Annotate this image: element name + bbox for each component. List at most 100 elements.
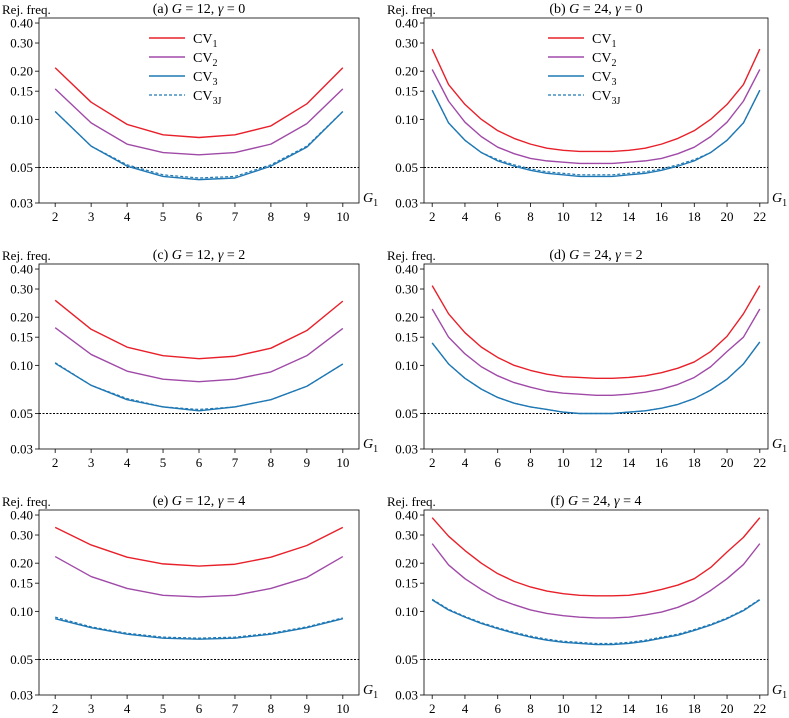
y-tick-label: 0.10 <box>395 604 418 619</box>
x-tick-label: 16 <box>655 209 669 224</box>
x-axis-label-sub: 1 <box>782 444 787 455</box>
legend-label-base: CV <box>592 70 611 85</box>
x-tick-label: 7 <box>232 209 239 224</box>
x-tick-label: 3 <box>88 209 95 224</box>
x-axis-label: G1 <box>772 683 787 701</box>
legend-label-base: CV <box>592 51 611 66</box>
title-gamma-value: = 2 <box>621 248 643 263</box>
y-tick-label: 0.10 <box>10 112 33 127</box>
y-tick-label: 0.20 <box>10 556 33 571</box>
y-tick-label: 0.10 <box>10 358 33 373</box>
title-g-symbol: G <box>569 2 579 17</box>
title-g-symbol: G <box>172 248 182 263</box>
x-axis-label-sub: 1 <box>782 198 787 209</box>
y-tick-label: 0.15 <box>10 576 33 591</box>
legend-label-sub: 1 <box>212 39 217 50</box>
title-gamma-symbol: γ <box>218 248 224 263</box>
x-tick-label: 16 <box>655 455 669 470</box>
panel-title: (c) G = 12, γ = 2 <box>153 248 246 263</box>
x-tick-label: 14 <box>622 455 636 470</box>
y-tick-label: 0.30 <box>10 282 33 297</box>
x-tick-label: 10 <box>557 701 570 716</box>
x-axis-label-base: G <box>772 683 782 698</box>
legend-label-sub: 2 <box>611 58 616 69</box>
x-tick-label: 9 <box>304 455 311 470</box>
x-tick-label: 9 <box>304 209 311 224</box>
panel-5: 0.03 0.05 0.10 0.15 0.20 0.30 0.40 2 3 4 5 6 7 8 9 10 Re… <box>2 494 378 716</box>
series-line-cv3 <box>431 599 761 646</box>
title-prefix: (b) <box>549 2 569 17</box>
y-tick-label: 0.05 <box>10 652 33 667</box>
y-tick-label: 0.30 <box>395 36 418 51</box>
title-g-value: = 12, <box>182 2 218 17</box>
x-tick-label: 6 <box>494 209 501 224</box>
y-tick-label: 0.05 <box>395 160 418 175</box>
title-g-value: = 24, <box>578 494 614 509</box>
x-tick-label: 14 <box>622 701 636 716</box>
legend-label-sub: 3J <box>212 96 221 107</box>
x-tick-label: 4 <box>124 701 131 716</box>
legend-label-cv3: CV3 <box>193 70 217 88</box>
y-tick-label: 0.10 <box>395 358 418 373</box>
panel-4: 0.03 0.05 0.10 0.15 0.20 0.30 0.40 2 4 6 8 10 12 14 16… <box>387 248 787 470</box>
y-axis-label: Rej. freq. <box>387 2 436 17</box>
y-axis-label: Rej. freq. <box>387 248 436 263</box>
x-tick-label: 3 <box>88 455 95 470</box>
legend-label-cv3j: CV3J <box>193 89 221 107</box>
title-gamma-symbol: γ <box>615 2 621 17</box>
panel-1: 0.03 0.05 0.10 0.15 0.20 0.30 0.40 2 3 4 5 6 7 8 9 10 Re… <box>2 2 378 224</box>
x-tick-label: 18 <box>688 209 701 224</box>
x-axis-label: G1 <box>772 437 787 455</box>
x-tick-label: 7 <box>232 701 239 716</box>
y-tick-label: 0.40 <box>395 262 418 277</box>
x-tick-label: 22 <box>753 209 766 224</box>
x-tick-label: 8 <box>268 209 275 224</box>
x-tick-label: 10 <box>557 455 570 470</box>
y-tick-label: 0.30 <box>10 528 33 543</box>
x-tick-label: 8 <box>268 455 275 470</box>
y-tick-label: 0.15 <box>10 330 33 345</box>
series-line-cv3 <box>55 617 343 640</box>
legend-label-cv3j: CV3J <box>592 89 620 107</box>
x-tick-label: 6 <box>196 701 203 716</box>
legend-label-base: CV <box>193 70 212 85</box>
x-tick-label: 2 <box>429 455 436 470</box>
x-tick-label: 9 <box>304 701 311 716</box>
x-tick-label: 20 <box>721 209 734 224</box>
legend-label-base: CV <box>193 32 212 47</box>
title-gamma-value: = 0 <box>223 2 245 17</box>
y-tick-label: 0.40 <box>10 262 33 277</box>
x-tick-label: 20 <box>721 455 734 470</box>
x-axis-label-base: G <box>772 437 782 452</box>
plot-frame <box>38 263 360 450</box>
y-tick-label: 0.03 <box>395 196 418 211</box>
x-tick-label: 5 <box>160 209 167 224</box>
x-tick-label: 20 <box>721 701 734 716</box>
title-g-symbol: G <box>568 494 578 509</box>
x-tick-label: 18 <box>688 455 701 470</box>
y-tick-label: 0.40 <box>10 16 33 31</box>
y-tick-label: 0.15 <box>395 330 418 345</box>
title-g-value: = 24, <box>579 248 615 263</box>
y-tick-label: 0.03 <box>395 688 418 703</box>
series-line-cv1 <box>431 285 761 379</box>
panel-title: (b) G = 24, γ = 0 <box>549 2 642 17</box>
title-gamma-value: = 4 <box>620 494 642 509</box>
x-tick-label: 6 <box>494 455 501 470</box>
y-tick-label: 0.20 <box>10 310 33 325</box>
legend-label-sub: 3 <box>611 77 616 88</box>
y-tick-label: 0.40 <box>395 16 418 31</box>
y-tick-label: 0.15 <box>395 576 418 591</box>
x-tick-label: 12 <box>590 209 603 224</box>
x-tick-label: 22 <box>753 701 766 716</box>
series-line-cv3j <box>431 341 761 415</box>
x-tick-label: 12 <box>590 701 603 716</box>
x-tick-label: 4 <box>462 209 469 224</box>
title-g-value: = 24, <box>579 2 615 17</box>
series-line-cv1 <box>54 526 344 567</box>
y-tick-label: 0.10 <box>395 112 418 127</box>
legend-label-base: CV <box>193 51 212 66</box>
title-gamma-symbol: γ <box>218 2 224 17</box>
title-gamma-value: = 0 <box>621 2 643 17</box>
series-line-cv1 <box>54 67 344 139</box>
